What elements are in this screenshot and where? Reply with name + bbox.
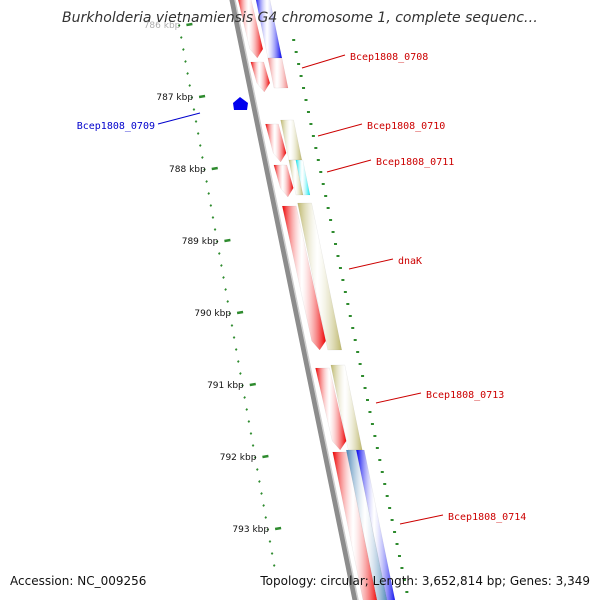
- tick-label: 793 kbp: [232, 525, 269, 535]
- tick-dot: [205, 180, 208, 183]
- feature-reverse-cyan: [295, 159, 311, 196]
- tick-dot: [186, 72, 189, 75]
- tick-dot: [251, 444, 255, 447]
- tick-dot: [253, 456, 257, 459]
- major-tick: [249, 382, 256, 387]
- feature-reverse-blue-2: [355, 449, 396, 600]
- tick-dot: [268, 540, 272, 543]
- tick-dot: [247, 420, 251, 423]
- tick-dot: [207, 192, 211, 195]
- tick-dot: [209, 204, 213, 207]
- tick-dot: [234, 348, 238, 351]
- tick-dot: [272, 564, 276, 567]
- tick-dot: [243, 396, 246, 399]
- feature-reverse-pink: [267, 57, 289, 89]
- gene-label: Bcep1808_0713: [426, 390, 504, 401]
- tick-dot: [226, 300, 230, 303]
- tick-label: 787 kbp: [156, 93, 193, 103]
- major-tick: [186, 22, 193, 27]
- tick-dot: [236, 360, 240, 363]
- backbone-line: [229, 0, 358, 600]
- accession-text: Accession: NC_009256: [10, 574, 147, 588]
- tick-dot: [196, 132, 200, 135]
- feature-forward-7: [332, 451, 378, 600]
- tick-dot: [232, 336, 236, 339]
- tick-dot: [270, 552, 274, 555]
- tick-dot: [239, 372, 242, 375]
- feature-reverse-steel: [345, 449, 388, 600]
- tick-dot: [215, 240, 219, 243]
- tick-dot: [194, 120, 198, 123]
- tick-label: 789 kbp: [182, 237, 219, 247]
- tick-dot: [249, 432, 253, 435]
- feature-forward-6: [315, 367, 347, 451]
- tick-label: 791 kbp: [207, 381, 244, 391]
- tick-dot: [179, 36, 183, 39]
- tick-dot: [177, 24, 181, 27]
- tick-label: 786 kbp: [144, 21, 181, 31]
- major-tick: [211, 166, 218, 171]
- feature-forward-1: [237, 0, 264, 59]
- tick-dot: [203, 168, 206, 171]
- major-tick: [198, 94, 206, 99]
- tick-label: 788 kbp: [169, 165, 206, 175]
- tick-dot: [190, 96, 194, 99]
- gene-label: Bcep1808_0714: [448, 512, 526, 523]
- tick-dot: [198, 144, 202, 147]
- page-title: Burkholderia vietnamiensis G4 chromosome…: [62, 10, 538, 26]
- tick-label: 790 kbp: [194, 309, 231, 319]
- tick-dot: [211, 216, 215, 219]
- tick-dot: [230, 324, 234, 327]
- tick-dot: [188, 84, 192, 87]
- feature-forward-4: [273, 164, 294, 198]
- gene-leader-line: [317, 123, 363, 137]
- tick-dot: [264, 516, 268, 519]
- tick-dot: [245, 408, 249, 411]
- feature-forward-dnak: [281, 205, 327, 351]
- major-tick: [224, 238, 231, 243]
- tick-dot: [192, 108, 196, 111]
- tick-dot: [228, 312, 232, 315]
- tick-dot: [260, 492, 263, 495]
- major-tick: [236, 310, 244, 315]
- tick-dot: [266, 528, 270, 531]
- backbone-highlight: [234, 0, 359, 600]
- tick-dot: [224, 288, 227, 291]
- tick-dot: [241, 384, 244, 387]
- gene-label: dnaK: [398, 256, 422, 267]
- gene-label: Bcep1808_0710: [367, 121, 445, 132]
- tick-dot: [258, 480, 261, 483]
- gene-leader-line: [399, 514, 444, 525]
- tick-dot: [255, 468, 259, 471]
- tick-label: 792 kbp: [220, 453, 257, 463]
- tick-dot: [182, 48, 185, 51]
- gene-leader-line: [375, 392, 422, 404]
- feature-forward-2: [250, 61, 271, 93]
- major-tick: [262, 454, 269, 459]
- tick-dot: [217, 252, 221, 255]
- tick-dot: [220, 264, 223, 267]
- gene-label: Bcep1808_0708: [350, 52, 428, 63]
- gene-leader-line: [157, 112, 201, 125]
- tick-dot: [184, 60, 187, 63]
- tick-dot: [213, 228, 217, 231]
- feature-small-blue: [233, 97, 248, 110]
- major-tick: [274, 526, 282, 531]
- gene-label: Bcep1808_0711: [376, 157, 454, 168]
- tick-dot: [201, 156, 204, 159]
- gene-leader-line: [326, 159, 372, 173]
- tick-dot: [262, 504, 265, 507]
- feature-reverse-olive-3: [297, 202, 343, 351]
- genome-summary-text: Topology: circular; Length: 3,652,814 bp…: [260, 574, 590, 588]
- gene-leader-line: [301, 54, 346, 69]
- gene-label: Bcep1808_0709: [77, 121, 155, 132]
- tick-dot: [222, 276, 225, 279]
- feature-forward-3: [265, 123, 287, 163]
- gene-leader-line: [348, 258, 394, 270]
